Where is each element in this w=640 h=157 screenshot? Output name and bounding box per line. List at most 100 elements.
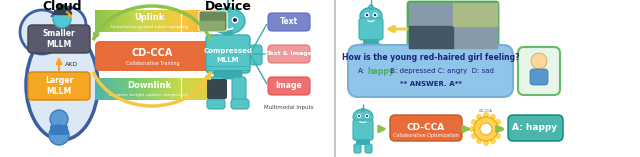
FancyBboxPatch shape [95,41,210,71]
FancyBboxPatch shape [231,99,249,109]
Polygon shape [53,12,71,14]
Circle shape [476,114,482,120]
Circle shape [471,119,477,125]
Circle shape [231,16,239,24]
Circle shape [483,140,489,146]
FancyBboxPatch shape [207,99,225,109]
FancyBboxPatch shape [356,139,370,145]
FancyBboxPatch shape [353,120,373,140]
Circle shape [217,16,225,24]
Circle shape [366,115,368,117]
FancyBboxPatch shape [207,79,227,99]
FancyBboxPatch shape [268,45,310,63]
FancyBboxPatch shape [199,11,227,31]
Circle shape [497,126,503,132]
Circle shape [490,114,496,120]
Text: Uncertainty-guided token sampling: Uncertainty-guided token sampling [111,25,188,29]
Text: Smaller
MLLM: Smaller MLLM [43,29,76,49]
Text: Collaborative Training: Collaborative Training [125,62,179,67]
Circle shape [469,126,475,132]
Text: CD-CCA: CD-CCA [407,122,445,132]
Circle shape [233,18,237,22]
FancyBboxPatch shape [214,71,242,79]
Text: CD-CCA: CD-CCA [479,109,493,113]
FancyBboxPatch shape [210,77,224,101]
Text: happy: happy [367,67,394,76]
Circle shape [357,114,361,118]
FancyBboxPatch shape [268,77,310,95]
Circle shape [219,18,223,22]
Circle shape [366,14,368,16]
Circle shape [362,108,365,111]
FancyBboxPatch shape [365,144,372,153]
FancyBboxPatch shape [373,44,382,57]
FancyBboxPatch shape [50,125,68,135]
Text: Multimodal Inputs: Multimodal Inputs [264,105,314,109]
FancyBboxPatch shape [348,45,513,97]
Circle shape [476,138,482,144]
FancyBboxPatch shape [223,30,233,35]
Text: A: happy: A: happy [513,124,557,133]
Circle shape [358,115,360,117]
Text: How is the young red-haired girl feeling?: How is the young red-haired girl feeling… [342,52,519,62]
FancyBboxPatch shape [363,39,379,46]
Text: Image: Image [276,81,302,90]
Circle shape [50,7,86,43]
Text: Device: Device [205,0,252,13]
Circle shape [495,133,501,139]
Circle shape [365,13,369,17]
FancyBboxPatch shape [268,13,310,31]
Text: Collaborative Optimization: Collaborative Optimization [393,133,459,138]
Text: Uplink: Uplink [134,14,164,22]
Circle shape [20,10,64,54]
Ellipse shape [360,8,382,24]
FancyBboxPatch shape [354,144,361,153]
FancyBboxPatch shape [28,25,90,53]
Circle shape [50,110,68,128]
Text: Text: Text [280,17,298,27]
FancyBboxPatch shape [250,45,262,65]
Text: Larger
MLLM: Larger MLLM [45,76,73,96]
Circle shape [480,123,492,135]
Text: Dynamic weight update compression: Dynamic weight update compression [109,93,190,97]
FancyBboxPatch shape [359,18,383,40]
FancyBboxPatch shape [408,2,498,49]
FancyBboxPatch shape [206,35,250,73]
Polygon shape [54,10,70,12]
Circle shape [490,138,496,144]
Text: Cloud: Cloud [42,0,82,13]
Ellipse shape [353,109,373,125]
Circle shape [53,10,71,28]
Text: Text & Image: Text & Image [266,51,312,57]
Ellipse shape [30,17,80,37]
Text: AKD: AKD [65,62,78,67]
Text: Downlink: Downlink [127,81,172,90]
FancyBboxPatch shape [28,72,90,100]
Ellipse shape [211,8,245,34]
FancyBboxPatch shape [194,45,206,65]
FancyBboxPatch shape [508,115,563,141]
FancyBboxPatch shape [358,55,370,62]
FancyBboxPatch shape [390,115,462,141]
Text: A:: A: [358,68,365,74]
Circle shape [372,13,378,17]
Circle shape [374,14,376,16]
FancyBboxPatch shape [232,77,246,101]
Circle shape [531,53,547,69]
Circle shape [365,114,369,118]
Circle shape [483,112,489,118]
Ellipse shape [49,125,69,145]
Text: MLLM: MLLM [217,57,239,63]
Polygon shape [57,5,67,10]
Circle shape [495,119,501,125]
Circle shape [471,133,477,139]
Ellipse shape [26,30,98,140]
Circle shape [369,5,373,9]
Circle shape [225,6,230,11]
Text: ** ANSWER. A**: ** ANSWER. A** [399,81,461,87]
Circle shape [68,14,72,18]
FancyBboxPatch shape [530,69,548,85]
Circle shape [474,117,498,141]
Text: B: depressed C: angry  D: sad: B: depressed C: angry D: sad [388,68,494,74]
Text: Compressed: Compressed [204,48,253,54]
